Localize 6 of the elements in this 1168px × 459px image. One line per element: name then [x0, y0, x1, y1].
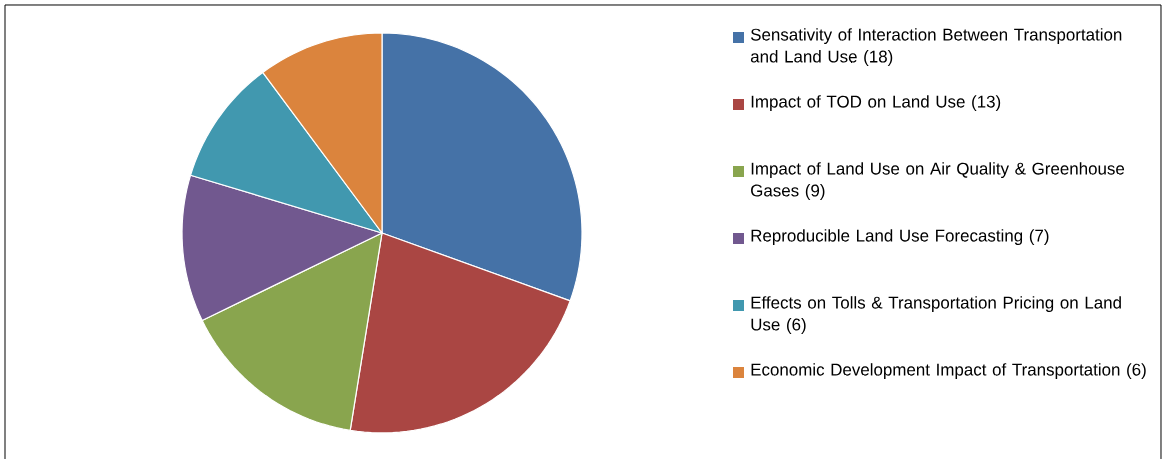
legend-label: Impact of Land Use on Air Quality & Greenhouse Gases (9): [751, 162, 1125, 200]
legend-label: Reproducible Land Use Forecasting (7): [751, 229, 1049, 245]
legend-label: Effects on Tolls & Transportation Pricing on Land Use (6): [751, 296, 1121, 334]
legend-label: Sensativity of Interaction Between Transportation and Land Use (18): [750, 28, 1122, 66]
legend-label: Economic Development Impact of Transportation (6): [751, 363, 1146, 379]
legend-label: Impact of TOD on Land Use (13): [751, 95, 1001, 111]
